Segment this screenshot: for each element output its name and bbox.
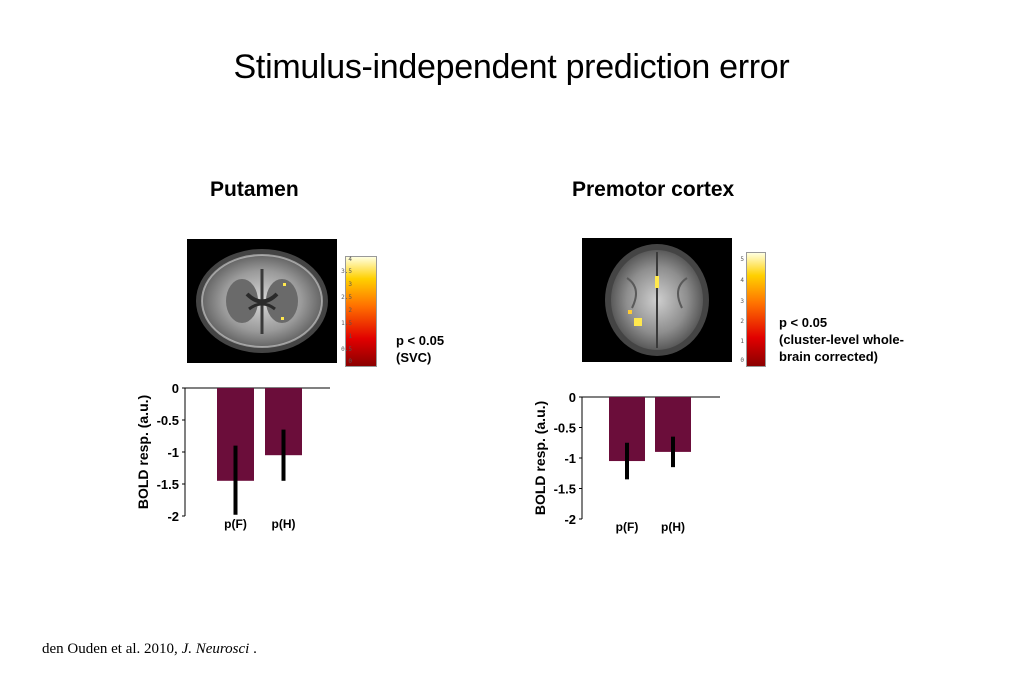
p-value-line: p < 0.05 bbox=[396, 333, 445, 348]
category-label: p(H) bbox=[272, 517, 296, 531]
colorbar-tick: 0 bbox=[348, 358, 352, 365]
category-label: p(F) bbox=[224, 517, 247, 531]
y-tick-label: -1 bbox=[564, 451, 576, 466]
colorbar-tick: 1 bbox=[348, 333, 352, 340]
correction-line: (cluster-level whole- bbox=[779, 332, 904, 347]
brain-slice-graphic bbox=[605, 244, 709, 356]
colorbar-tick: 2.5 bbox=[341, 294, 352, 301]
y-tick-label: 0 bbox=[172, 381, 179, 396]
p-value-line: p < 0.05 bbox=[779, 315, 828, 330]
brain-slice-graphic bbox=[196, 249, 328, 353]
colorbar-putamen bbox=[345, 256, 377, 367]
colorbar-tick: 4 bbox=[348, 256, 352, 263]
y-tick-label: -1.5 bbox=[554, 482, 576, 497]
y-axis-label: BOLD resp. (a.u.) bbox=[532, 401, 548, 515]
colorbar-tick: 0.5 bbox=[341, 346, 352, 353]
correction-line-continued: brain corrected) bbox=[779, 349, 878, 364]
y-axis-label: BOLD resp. (a.u.) bbox=[135, 395, 151, 509]
colorbar-tick: 3 bbox=[348, 281, 352, 288]
citation: den Ouden et al. 2010, J. Neurosci . bbox=[42, 641, 257, 658]
y-tick-label: 0 bbox=[569, 390, 576, 405]
axial-brain-image-putamen bbox=[187, 239, 337, 363]
correction-line: (SVC) bbox=[396, 350, 432, 365]
y-tick-label: -2 bbox=[564, 512, 576, 527]
y-tick-label: -2 bbox=[167, 509, 179, 524]
bar-chart-putamen: 0 -0.5 -1 -1.5 -2 BOLD resp. (a.u.) p(F) p(H) bbox=[135, 381, 330, 531]
colorbar-tick: 2 bbox=[740, 318, 744, 325]
panel-title-putamen: Putamen bbox=[210, 178, 299, 201]
colorbar-tick: 2 bbox=[348, 307, 352, 314]
axial-brain-image-premotor bbox=[582, 238, 732, 362]
citation-journal: J. Neurosci bbox=[181, 641, 250, 657]
colorbar-tick: 4 bbox=[740, 277, 744, 284]
colorbar-tick: 1.5 bbox=[341, 320, 352, 327]
panel-title-premotor-cortex: Premotor cortex bbox=[572, 178, 735, 201]
significance-note-putamen: p < 0.05 (SVC) bbox=[396, 332, 444, 366]
category-label: p(F) bbox=[616, 520, 639, 534]
significance-note-premotor: p < 0.05 (cluster-level whole- brain cor… bbox=[779, 314, 904, 365]
category-label: p(H) bbox=[661, 520, 685, 534]
slide-title: Stimulus-independent prediction error bbox=[233, 48, 790, 86]
colorbar-tick: 3 bbox=[740, 298, 744, 305]
citation-end: . bbox=[249, 641, 257, 657]
colorbar-tick: 5 bbox=[740, 256, 744, 263]
y-tick-label: -1.5 bbox=[157, 477, 179, 492]
colorbar-tick: 0 bbox=[740, 357, 744, 364]
y-tick-label: -1 bbox=[167, 445, 179, 460]
colorbar-tick: 3.5 bbox=[341, 268, 352, 275]
bar-chart-premotor-cortex: 0 -0.5 -1 -1.5 -2 BOLD resp. (a.u.) p(F) p(H) bbox=[532, 390, 720, 534]
y-tick-label: -0.5 bbox=[157, 413, 179, 428]
citation-authors: den Ouden et al. 2010, bbox=[42, 641, 182, 657]
colorbar-premotor bbox=[746, 252, 766, 367]
y-tick-label: -0.5 bbox=[554, 421, 576, 436]
colorbar-tick: 1 bbox=[740, 338, 744, 345]
